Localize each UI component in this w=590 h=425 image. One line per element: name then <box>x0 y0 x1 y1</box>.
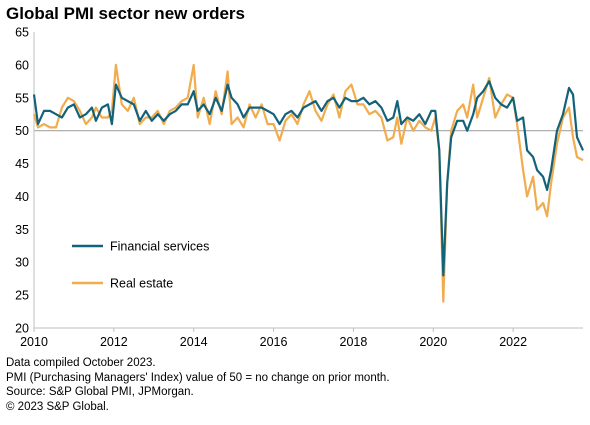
legend: Financial services Real estate <box>72 240 209 291</box>
x-tick-label-2022: 2022 <box>499 335 527 349</box>
footnote-pmi-definition: PMI (Purchasing Managers' Index) value o… <box>6 371 390 384</box>
x-tick-label-2020: 2020 <box>419 335 447 349</box>
legend-label-real-estate: Real estate <box>110 277 173 291</box>
x-tick-label-2014: 2014 <box>180 335 208 349</box>
y-tick-label-55: 55 <box>15 91 29 105</box>
footnote-copyright: © 2023 S&P Global. <box>6 400 109 413</box>
legend-label-financial-services: Financial services <box>110 240 209 254</box>
y-tick-label-50: 50 <box>15 124 29 138</box>
series-line-financial-services <box>32 80 585 277</box>
x-tick-label-2016: 2016 <box>260 335 288 349</box>
y-tick-label-25: 25 <box>15 289 29 303</box>
y-tick-label-65: 65 <box>15 26 29 40</box>
x-tick-label-2018: 2018 <box>340 335 368 349</box>
y-tick-label-60: 60 <box>15 58 29 72</box>
series-line-real-estate <box>32 63 584 303</box>
y-tick-label-20: 20 <box>15 322 29 336</box>
axes: 20 25 30 35 40 45 50 55 60 65 2010 2012 2014 2016 2018… <box>15 26 583 349</box>
y-tick-label-30: 30 <box>15 256 29 270</box>
y-tick-label-40: 40 <box>15 190 29 204</box>
footnote-source: Source: S&P Global PMI, JPMorgan. <box>6 386 194 398</box>
x-tick-label-2010: 2010 <box>20 335 48 349</box>
chart-title: Global PMI sector new orders <box>6 4 246 23</box>
footnotes: Data compiled October 2023. PMI (Purchas… <box>6 356 390 414</box>
y-tick-label-35: 35 <box>15 223 29 237</box>
footnote-compiled: Data compiled October 2023. <box>6 357 156 369</box>
x-tick-label-2012: 2012 <box>100 335 128 349</box>
y-tick-label-45: 45 <box>15 157 29 171</box>
series-lines <box>32 63 585 303</box>
